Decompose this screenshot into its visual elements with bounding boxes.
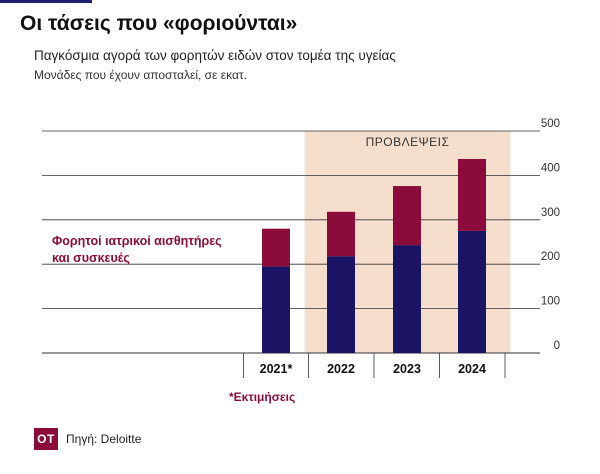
bar-segment-base <box>262 266 290 353</box>
estimates-note: *Εκτιμήσεις <box>229 390 296 404</box>
x-tick-label: 2023 <box>393 362 421 376</box>
ot-logo: ΟΤ <box>34 428 58 450</box>
units-label: Μονάδες που έχουν αποσταλεί, σε εκατ. <box>34 68 247 82</box>
bar-segment-medical-devices <box>327 211 355 257</box>
bar-segment-medical-devices <box>458 158 486 231</box>
forecast-band-label: ΠΡΟΒΛΕΨΕΙΣ <box>366 135 450 149</box>
x-tick-label: 2024 <box>458 362 486 376</box>
source-label: Πηγή: Deloitte <box>66 432 142 446</box>
chart-title: Οι τάσεις που «φοριούνται» <box>20 12 298 35</box>
bar-segment-base <box>327 256 355 353</box>
bar-segment-base <box>458 230 486 353</box>
y-tick-label: 400 <box>541 162 560 174</box>
x-tick-label: 2022 <box>327 362 355 376</box>
y-tick-label: 300 <box>541 207 560 219</box>
y-tick-label: 0 <box>554 340 560 352</box>
chart-subtitle: Παγκόσμια αγορά των φορητών ειδών στον τ… <box>34 48 396 63</box>
bar-segment-medical-devices <box>262 228 290 267</box>
series-label-medical-devices: Φορητοί ιατρικοί αισθητήρες και συσκευές <box>52 234 222 265</box>
x-tick-label: 2021* <box>260 362 293 376</box>
top-accent-rule <box>0 0 92 3</box>
bar-segment-medical-devices <box>393 186 421 246</box>
y-tick-label: 100 <box>541 296 560 308</box>
bar-segment-base <box>393 245 421 353</box>
y-tick-label: 500 <box>541 118 560 130</box>
y-tick-label: 200 <box>541 251 560 263</box>
